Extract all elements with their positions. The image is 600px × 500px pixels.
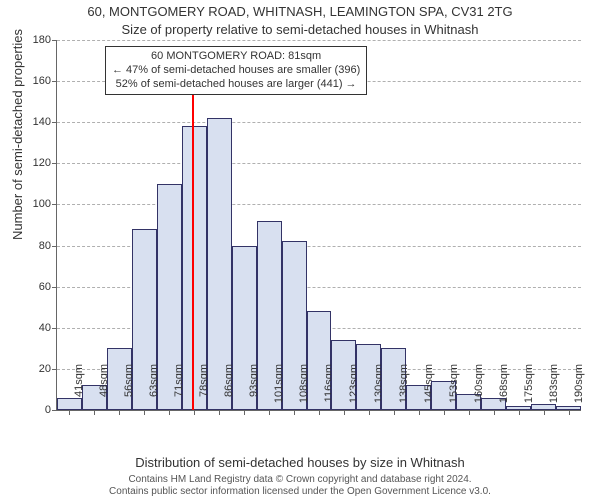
y-tick-mark <box>52 204 57 205</box>
x-tick-mark <box>119 410 120 415</box>
annotation-line: 60 MONTGOMERY ROAD: 81sqm <box>112 50 360 64</box>
x-tick-mark <box>144 410 145 415</box>
x-tick-mark <box>69 410 70 415</box>
x-tick-mark <box>94 410 95 415</box>
y-tick-label: 160 <box>21 75 51 87</box>
y-tick-mark <box>52 81 57 82</box>
x-tick-mark <box>494 410 495 415</box>
y-tick-mark <box>52 369 57 370</box>
x-tick-mark <box>519 410 520 415</box>
y-tick-mark <box>52 410 57 411</box>
highlight-line <box>192 94 194 410</box>
y-tick-mark <box>52 287 57 288</box>
credits-line: Contains public sector information licen… <box>0 486 600 498</box>
x-tick-mark <box>344 410 345 415</box>
x-tick-mark <box>294 410 295 415</box>
gridline <box>57 122 581 123</box>
gridline <box>57 204 581 205</box>
annotation-line: ← 47% of semi-detached houses are smalle… <box>112 64 360 78</box>
credits-line: Contains HM Land Registry data © Crown c… <box>0 474 600 486</box>
y-tick-label: 0 <box>21 404 51 416</box>
y-tick-label: 60 <box>21 281 51 293</box>
x-tick-mark <box>219 410 220 415</box>
y-tick-label: 100 <box>21 198 51 210</box>
y-tick-mark <box>52 246 57 247</box>
x-tick-mark <box>169 410 170 415</box>
y-tick-label: 120 <box>21 157 51 169</box>
y-tick-mark <box>52 163 57 164</box>
chart-title: 60, MONTGOMERY ROAD, WHITNASH, LEAMINGTO… <box>0 4 600 19</box>
x-tick-mark <box>194 410 195 415</box>
x-tick-label: 190sqm <box>573 364 585 412</box>
x-tick-label: 183sqm <box>548 364 560 412</box>
y-tick-label: 180 <box>21 34 51 46</box>
x-tick-mark <box>544 410 545 415</box>
y-tick-label: 140 <box>21 116 51 128</box>
x-tick-mark <box>469 410 470 415</box>
gridline <box>57 163 581 164</box>
y-tick-mark <box>52 328 57 329</box>
y-tick-label: 20 <box>21 363 51 375</box>
gridline <box>57 40 581 41</box>
y-tick-mark <box>52 40 57 41</box>
x-tick-mark <box>569 410 570 415</box>
annotation-line: 52% of semi-detached houses are larger (… <box>112 78 360 92</box>
x-tick-mark <box>319 410 320 415</box>
x-tick-label: 168sqm <box>498 364 510 412</box>
x-tick-mark <box>419 410 420 415</box>
y-tick-label: 40 <box>21 322 51 334</box>
highlight-annotation: 60 MONTGOMERY ROAD: 81sqm ← 47% of semi-… <box>105 46 367 95</box>
x-tick-mark <box>269 410 270 415</box>
y-tick-label: 80 <box>21 240 51 252</box>
y-tick-mark <box>52 122 57 123</box>
x-tick-mark <box>369 410 370 415</box>
histogram-plot: 02040608010012014016018041sqm48sqm56sqm6… <box>56 40 581 411</box>
x-axis-label: Distribution of semi-detached houses by … <box>0 455 600 470</box>
chart-subtitle: Size of property relative to semi-detach… <box>0 22 600 37</box>
x-tick-mark <box>444 410 445 415</box>
x-tick-mark <box>394 410 395 415</box>
credits-footer: Contains HM Land Registry data © Crown c… <box>0 474 600 498</box>
x-tick-mark <box>244 410 245 415</box>
